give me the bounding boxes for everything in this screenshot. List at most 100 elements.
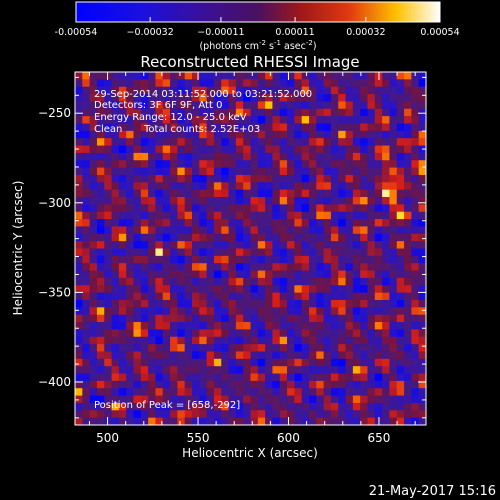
heatmap-cell <box>316 336 325 345</box>
heatmap-cell <box>265 167 273 176</box>
heatmap-cell <box>360 189 368 198</box>
heatmap-cell <box>389 329 398 338</box>
heatmap-cell <box>111 226 120 235</box>
heatmap-cell <box>111 292 120 301</box>
heatmap-cell <box>294 204 303 213</box>
heatmap-cell <box>221 322 230 330</box>
heatmap-cell <box>374 108 383 117</box>
heatmap-cell <box>221 248 230 257</box>
heatmap-cell <box>133 197 142 205</box>
heatmap-cell <box>221 373 230 382</box>
heatmap-cell <box>213 402 222 411</box>
heatmap-cell <box>338 189 347 198</box>
heatmap-cell <box>367 145 376 154</box>
heatmap-cell <box>345 86 354 95</box>
heatmap-cell <box>213 380 222 389</box>
heatmap-cell <box>111 344 120 352</box>
heatmap-cell <box>338 241 347 249</box>
heatmap-cell <box>265 395 273 404</box>
heatmap-cell <box>111 101 120 110</box>
heatmap-cell <box>316 79 325 88</box>
heatmap-cell <box>374 255 383 264</box>
heatmap-cell <box>404 292 412 301</box>
heatmap-cell <box>330 138 339 147</box>
heatmap-cell <box>111 388 120 397</box>
heatmap-cell <box>418 336 427 345</box>
heatmap-cell <box>411 395 420 404</box>
heatmap-cell <box>316 189 325 198</box>
heatmap-cell <box>279 241 288 249</box>
heatmap-cell <box>162 94 171 102</box>
heatmap-cell <box>418 263 427 272</box>
heatmap-cell <box>192 299 200 308</box>
heatmap-cell <box>111 248 120 257</box>
heatmap-cell <box>301 101 310 110</box>
heatmap-cell <box>360 241 368 249</box>
heatmap-cell <box>287 145 295 154</box>
heatmap-cell <box>104 108 113 117</box>
heatmap-cell <box>199 402 208 411</box>
heatmap-cell <box>111 123 120 132</box>
heatmap-cell <box>323 204 332 213</box>
heatmap-cell <box>89 292 98 301</box>
heatmap-cell <box>323 270 332 279</box>
heatmap-cell <box>338 358 347 367</box>
heatmap-cell <box>374 226 383 235</box>
colorbar-gradient <box>75 1 441 23</box>
heatmap-cell <box>221 255 230 264</box>
heatmap-cell <box>235 182 244 191</box>
heatmap-cell <box>148 108 156 117</box>
heatmap-cell <box>170 285 178 294</box>
heatmap-cell <box>338 79 347 88</box>
heatmap-cell <box>301 351 310 360</box>
heatmap-cell <box>272 241 281 249</box>
heatmap-cell <box>89 307 98 316</box>
heatmap-cell <box>411 86 420 95</box>
heatmap-cell <box>257 138 266 147</box>
heatmap-cell <box>411 388 420 397</box>
heatmap-cell <box>89 233 98 242</box>
heatmap-cell <box>360 145 368 154</box>
heatmap-cell <box>133 138 142 147</box>
heatmap-cell <box>404 182 412 191</box>
heatmap-cell <box>374 410 383 419</box>
heatmap-cell <box>323 182 332 191</box>
heatmap-cell <box>177 255 186 264</box>
heatmap-cell <box>126 307 134 316</box>
heatmap-cell <box>177 336 186 345</box>
heatmap-cell <box>118 79 127 88</box>
heatmap-cell <box>235 299 244 308</box>
heatmap-cell <box>213 351 222 360</box>
heatmap-cell <box>192 219 200 227</box>
heatmap-cell <box>155 160 164 169</box>
heatmap-cell <box>374 130 383 139</box>
heatmap-cell <box>352 241 361 249</box>
heatmap-cell <box>382 417 390 426</box>
heatmap-cell <box>382 388 390 397</box>
heatmap-cell <box>221 152 230 161</box>
annotation-detectors: Detectors: 3F 6F 9F, Att 0 <box>94 100 222 111</box>
heatmap-cell <box>250 130 259 139</box>
heatmap-cell <box>111 358 120 367</box>
heatmap-cell <box>287 160 295 169</box>
heatmap-cell <box>418 72 427 80</box>
heatmap-cell <box>382 94 390 102</box>
heatmap-cell <box>96 373 105 382</box>
heatmap-cell <box>418 219 427 227</box>
heatmap-cell <box>250 322 259 330</box>
heatmap-cell <box>338 351 347 360</box>
heatmap-cell <box>133 189 142 198</box>
heatmap-cell <box>192 160 200 169</box>
heatmap-cell <box>235 351 244 360</box>
heatmap-cell <box>199 145 208 154</box>
heatmap-cell <box>309 116 317 124</box>
heatmap-cell <box>235 72 244 80</box>
heatmap-cell <box>250 336 259 345</box>
heatmap-cell <box>184 366 193 375</box>
heatmap-cell <box>316 351 325 360</box>
heatmap-cell <box>301 241 310 249</box>
heatmap-cell <box>389 263 398 272</box>
heatmap-cell <box>367 116 376 124</box>
heatmap-cell <box>330 72 339 80</box>
heatmap-cell <box>133 270 142 279</box>
